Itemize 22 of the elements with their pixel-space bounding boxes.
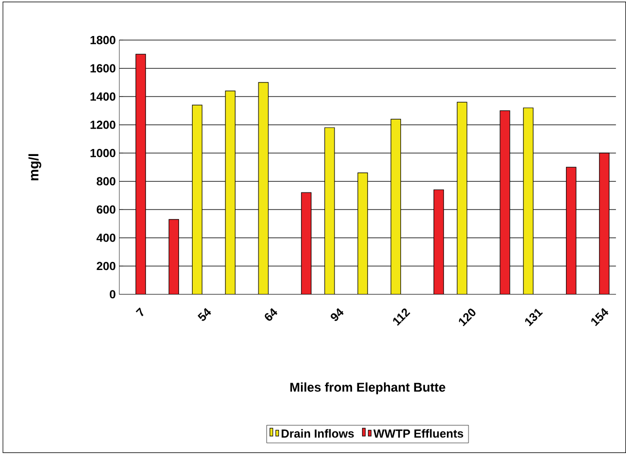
legend-label: WWTP Effluents (373, 429, 464, 438)
x-tick-label: 131 (525, 308, 543, 326)
x-tick-label: 154 (591, 308, 608, 326)
x-tick-label: 120 (458, 308, 476, 326)
y-tick-label: 1800 (90, 36, 116, 44)
x-tick-label: 7 (136, 308, 144, 316)
y-tick-label: 1000 (90, 149, 116, 158)
y-tick-label: 400 (96, 234, 116, 242)
x-tick-label: 54 (198, 308, 212, 322)
y-tick-label: 800 (96, 177, 116, 186)
y-tick-label: 0 (110, 290, 116, 299)
y-tick-label: 1600 (90, 64, 116, 73)
y-tick-label: 1200 (90, 120, 116, 130)
y-axis-title: mg/l (28, 154, 42, 180)
x-tick-label: 94 (330, 308, 344, 322)
x-tick-label: 64 (264, 308, 278, 321)
x-tick-label: 112 (393, 308, 410, 326)
y-tick-label: 200 (96, 262, 116, 270)
y-tick-label: 1400 (90, 92, 116, 101)
y-tick-label: 600 (96, 206, 116, 214)
legend-label: Drain Inflows (282, 429, 354, 438)
x-axis-title: Miles from Elephant Butte (290, 382, 446, 394)
